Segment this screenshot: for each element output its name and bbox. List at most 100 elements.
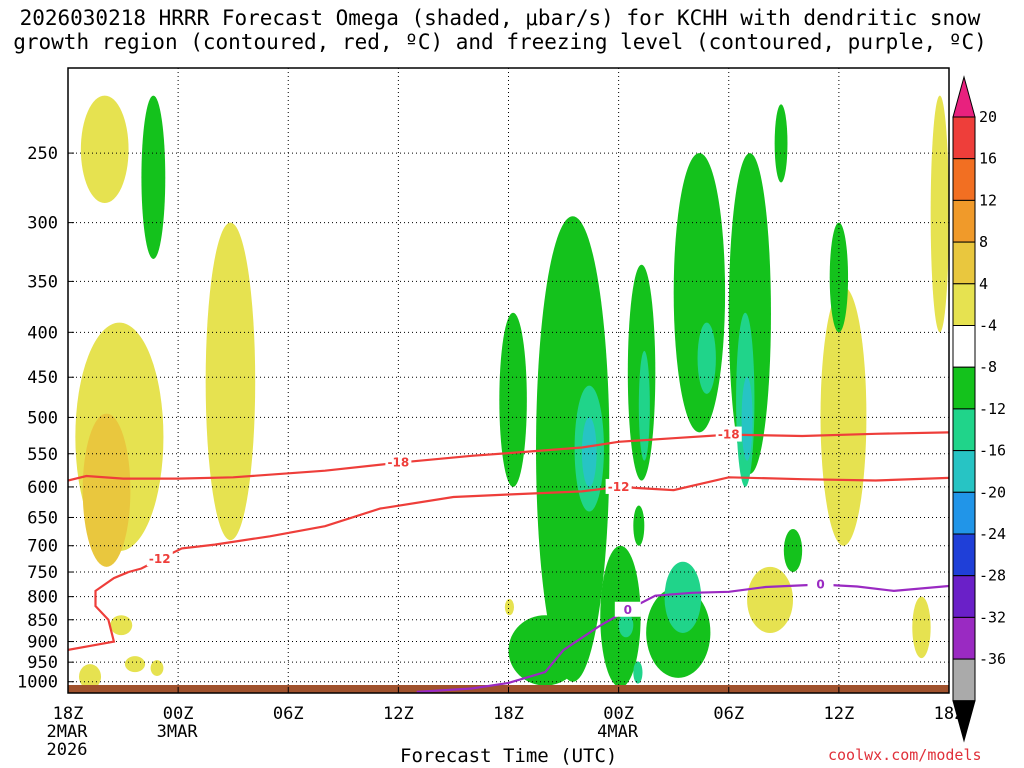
contour-label-0-1: -18 <box>718 428 740 442</box>
omega-area-2-12 <box>829 222 849 333</box>
xtick-0: 18Z <box>53 704 84 724</box>
credit-link[interactable]: coolwx.com/models <box>828 746 982 764</box>
ytick-450: 450 <box>27 368 58 388</box>
x-axis-label: Forecast Time (UTC) <box>400 745 618 767</box>
xtick-36: 06Z <box>713 704 744 724</box>
omega-area-1-0 <box>82 413 131 567</box>
contour-label-2-0: 0 <box>624 603 632 617</box>
colorbar-bin-10 <box>952 491 976 535</box>
omega-area-0-0 <box>80 95 129 204</box>
colorbar: 20 16 12 8 4 -4 -8 -12 -16 -20 -24 -28 -32 -36 <box>952 75 1006 743</box>
xtick-6: 00Z <box>163 704 194 724</box>
ytick-800: 800 <box>27 588 58 608</box>
omega-area-3-5 <box>618 612 634 638</box>
contour-label-bg-1-1 <box>605 478 632 494</box>
colorbar-label-9: -20 <box>979 483 1006 501</box>
omega-area-2-9 <box>633 505 645 546</box>
omega-area-4-0 <box>581 417 597 487</box>
omega-area-0-5 <box>150 660 164 676</box>
title-line-1: 2026030218 HRRR Forecast Omega (shaded, … <box>19 6 981 30</box>
colorbar-bin-13 <box>952 616 976 660</box>
colorbar-bin-12 <box>952 575 976 618</box>
omega-shading <box>75 95 949 690</box>
ytick-650: 650 <box>27 508 58 528</box>
omega-area-3-1 <box>638 350 650 461</box>
contour-label-bg-2-1 <box>807 576 834 592</box>
xtick-18: 12Z <box>383 704 414 724</box>
colorbar-bin-8 <box>952 408 976 452</box>
colorbar-bin-2 <box>952 158 976 201</box>
colorbar-label-11: -28 <box>979 567 1006 585</box>
omega-area-0-4 <box>124 656 146 673</box>
ytick-550: 550 <box>27 445 58 465</box>
colorbar-bin-7 <box>952 366 976 410</box>
omega-area-3-4 <box>664 561 702 633</box>
colorbar-label-5: -4 <box>979 317 997 335</box>
contour-label-2-1: 0 <box>816 578 824 592</box>
contour-label-1-0: -12 <box>149 552 171 566</box>
chart-title: 2026030218 HRRR Forecast Omega (shaded, … <box>0 6 1000 54</box>
ytick-850: 850 <box>27 611 58 631</box>
colorbar-label-3: 8 <box>979 233 988 251</box>
omega-area-0-3 <box>79 664 102 690</box>
colorbar-bin-1 <box>952 116 976 160</box>
ytick-350: 350 <box>27 272 58 292</box>
ytick-400: 400 <box>27 323 58 343</box>
omega-area-2-1 <box>499 312 527 487</box>
omega-area-2-11 <box>783 529 803 573</box>
xtick-42: 12Z <box>824 704 855 724</box>
pressure-axis: 2503003504004505005506006507007508008509… <box>17 144 74 693</box>
colorbar-label-8: -16 <box>979 442 1006 460</box>
omega-area-2-8 <box>508 615 582 686</box>
omega-area-0-8 <box>930 95 949 333</box>
contour-lines: -18 -18 -12 -12 0 0 <box>68 426 949 693</box>
contour-label-bg-1-0 <box>146 551 173 567</box>
omega-area-0-7 <box>820 286 867 546</box>
omega-area-4-1 <box>741 377 753 461</box>
colorbar-label-6: -8 <box>979 358 997 376</box>
colorbar-label-0: 20 <box>979 108 997 126</box>
contour-2 <box>416 583 949 693</box>
title-line-2: growth region (contoured, red, ºC) and f… <box>13 30 987 54</box>
xtick-30: 00Z <box>603 704 634 724</box>
colorbar-label-1: 16 <box>979 150 997 168</box>
omega-area-3-3 <box>697 322 716 394</box>
contour-1 <box>68 476 949 651</box>
omega-area-0-6 <box>110 615 133 636</box>
colorbar-bin-9 <box>952 450 976 493</box>
omega-area-0-9 <box>912 596 931 659</box>
xtick-date-6: 3MAR <box>157 722 199 742</box>
colorbar-label-12: -32 <box>979 608 1006 626</box>
colorbar-bin-5 <box>952 283 976 326</box>
ytick-600: 600 <box>27 478 58 498</box>
colorbar-label-2: 12 <box>979 191 997 209</box>
colorbar-label-13: -36 <box>979 650 1006 668</box>
contour-0 <box>68 431 949 482</box>
ytick-1000: 1000 <box>17 673 58 693</box>
colorbar-bin-3 <box>952 199 976 243</box>
omega-area-2-0 <box>141 95 166 259</box>
ytick-700: 700 <box>27 537 58 557</box>
omega-area-0-10 <box>747 566 793 633</box>
xtick-year-0: 2026 <box>47 740 88 760</box>
omega-area-2-4 <box>673 153 726 433</box>
contour-label-1-1: -12 <box>608 480 630 494</box>
xtick-date-30: 4MAR <box>597 722 639 742</box>
contour-label-bg-2-0 <box>614 601 641 617</box>
xtick-12: 06Z <box>273 704 304 724</box>
contour-label-0-0: -18 <box>388 456 410 470</box>
omega-area-0-11 <box>504 599 515 616</box>
colorbar-bin-6 <box>952 325 976 368</box>
omega-area-3-6 <box>633 661 643 684</box>
ytick-750: 750 <box>27 563 58 583</box>
colorbar-label-4: 4 <box>979 275 988 293</box>
contour-label-bg-0-0 <box>385 454 412 470</box>
ytick-900: 900 <box>27 633 58 653</box>
colorbar-bin-11 <box>952 533 976 577</box>
xtick-date-0: 2MAR <box>47 722 89 742</box>
colorbar-label-7: -12 <box>979 400 1006 418</box>
colorbar-top-arrow <box>952 75 976 118</box>
ytick-500: 500 <box>27 408 58 428</box>
ytick-250: 250 <box>27 144 58 164</box>
